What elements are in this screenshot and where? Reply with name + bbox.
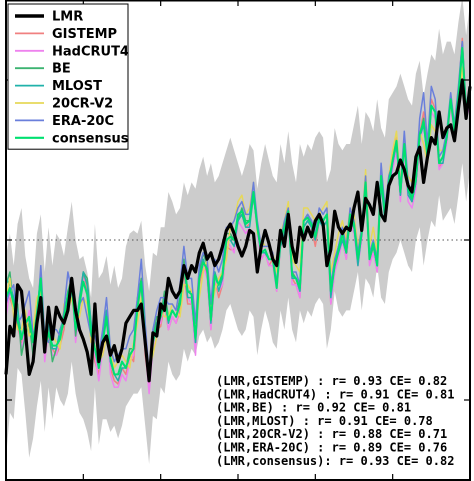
- stats-line: (LMR,HadCRUT4) : r= 0.91 CE= 0.81: [216, 387, 454, 401]
- legend-label-hadcrut4: HadCRUT4: [52, 44, 129, 59]
- legend-label-mlost: MLOST: [52, 79, 102, 94]
- legend-label-consensus: consensus: [52, 131, 129, 146]
- axes-layer: [5, 0, 471, 481]
- legend-label-era-20c: ERA-20C: [52, 114, 114, 129]
- legend-box: [7, 3, 129, 150]
- stats-line: (LMR,MLOST) : r= 0.91 CE= 0.78: [216, 414, 433, 428]
- stats-line: (LMR,BE) : r= 0.92 CE= 0.81: [216, 401, 411, 415]
- stats-line: (LMR,ERA-20C) : r= 0.89 CE= 0.76: [216, 441, 447, 455]
- stats-line: (LMR,consensus): r= 0.93 CE= 0.82: [216, 454, 454, 468]
- legend-label-20cr-v2: 20CR-V2: [52, 97, 113, 112]
- series-line-consensus: [5, 47, 471, 382]
- stats-annotation: (LMR,GISTEMP) : r= 0.93 CE= 0.82(LMR,Had…: [216, 374, 454, 468]
- legend-label-lmr: LMR: [52, 10, 83, 25]
- stats-line: (LMR,GISTEMP) : r= 0.93 CE= 0.82: [216, 374, 447, 388]
- stats-line: (LMR,20CR-V2) : r= 0.88 CE= 0.71: [216, 427, 447, 441]
- legend-label-gistemp: GISTEMP: [52, 27, 117, 42]
- series-layer: [4, 37, 472, 395]
- series-line-lmr: [4, 78, 472, 383]
- legend: LMR GISTEMP HadCRUT4 BE MLOST 20CR-V2 ERA-20C c…: [7, 3, 129, 150]
- plot-area: [4, 0, 472, 464]
- legend-label-be: BE: [52, 62, 71, 77]
